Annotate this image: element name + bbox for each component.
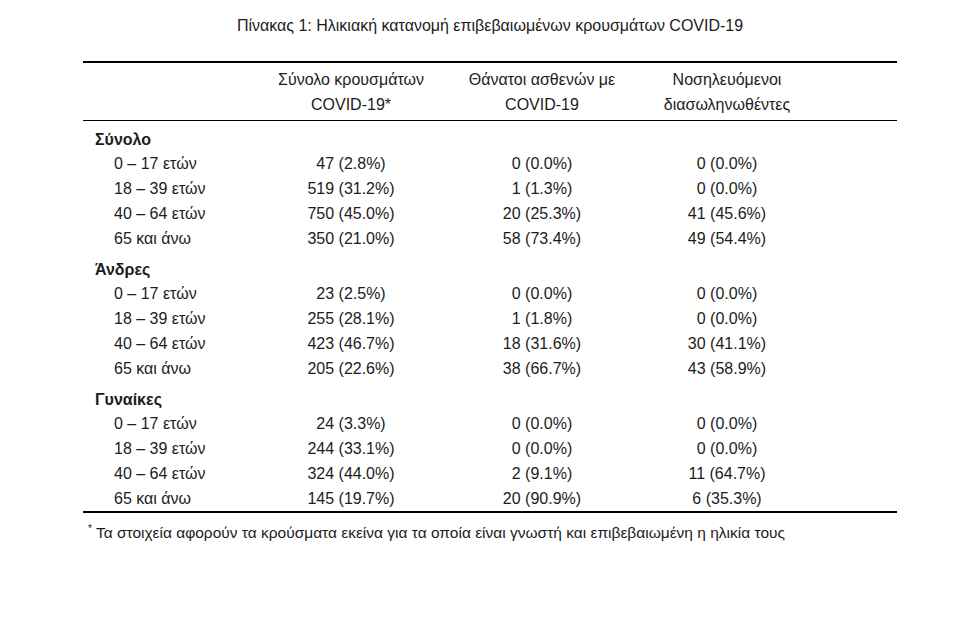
cell-deaths: 0 (0.0%) [447, 436, 637, 461]
row-label: 65 και άνω [83, 356, 255, 381]
cell-intubated: 0 (0.0%) [637, 151, 817, 176]
row-label: 18 – 39 ετών [83, 436, 255, 461]
header-total-cases-line2: COVID-19* [311, 96, 391, 113]
header-total-cases: Σύνολο κρουσμάτων COVID-19* [255, 62, 447, 121]
header-intubated: Νοσηλευόμενοι διασωληνωθέντες [637, 62, 817, 121]
cell-intubated: 0 (0.0%) [637, 306, 817, 331]
group-row-total: Σύνολο [83, 121, 897, 152]
cell-intubated: 43 (58.9%) [637, 356, 817, 381]
row-label: 0 – 17 ετών [83, 151, 255, 176]
cell-deaths: 20 (90.9%) [447, 486, 637, 512]
footnote-text: Τα στοιχεία αφορούν τα κρούσματα εκείνα … [96, 524, 785, 541]
row-label: 40 – 64 ετών [83, 331, 255, 356]
table-row: 0 – 17 ετών 47 (2.8%) 0 (0.0%) 0 (0.0%) [83, 151, 897, 176]
cell-total-cases: 145 (19.7%) [255, 486, 447, 512]
group-label-men: Άνδρες [83, 251, 897, 281]
table-row: 65 και άνω 145 (19.7%) 20 (90.9%) 6 (35.… [83, 486, 897, 512]
table-container: Σύνολο κρουσμάτων COVID-19* Θάνατοι ασθε… [83, 61, 897, 544]
cell-total-cases: 519 (31.2%) [255, 176, 447, 201]
row-label: 40 – 64 ετών [83, 201, 255, 226]
table-caption: Πίνακας 1: Ηλικιακή κατανομή επιβεβαιωμέ… [83, 13, 897, 39]
cell-deaths: 0 (0.0%) [447, 281, 637, 306]
cell-deaths: 1 (1.8%) [447, 306, 637, 331]
cell-intubated: 30 (41.1%) [637, 331, 817, 356]
spacer-cell [817, 281, 897, 306]
cell-total-cases: 423 (46.7%) [255, 331, 447, 356]
table-footnote: * Τα στοιχεία αφορούν τα κρούσματα εκείνα… [83, 513, 897, 544]
cell-intubated: 6 (35.3%) [637, 486, 817, 512]
cell-deaths: 1 (1.3%) [447, 176, 637, 201]
cell-intubated: 0 (0.0%) [637, 436, 817, 461]
header-row: Σύνολο κρουσμάτων COVID-19* Θάνατοι ασθε… [83, 62, 897, 121]
header-empty-cell [83, 62, 255, 121]
cell-deaths: 58 (73.4%) [447, 226, 637, 251]
spacer-cell [817, 486, 897, 512]
cell-total-cases: 350 (21.0%) [255, 226, 447, 251]
cell-intubated: 49 (54.4%) [637, 226, 817, 251]
spacer-cell [817, 201, 897, 226]
cell-deaths: 20 (25.3%) [447, 201, 637, 226]
cell-intubated: 0 (0.0%) [637, 411, 817, 436]
cell-total-cases: 205 (22.6%) [255, 356, 447, 381]
table-row: 0 – 17 ετών 24 (3.3%) 0 (0.0%) 0 (0.0%) [83, 411, 897, 436]
row-label: 40 – 64 ετών [83, 461, 255, 486]
group-label-women: Γυναίκες [83, 381, 897, 411]
row-label: 0 – 17 ετών [83, 411, 255, 436]
table-row: 40 – 64 ετών 750 (45.0%) 20 (25.3%) 41 (… [83, 201, 897, 226]
cell-total-cases: 47 (2.8%) [255, 151, 447, 176]
table-row: 18 – 39 ετών 244 (33.1%) 0 (0.0%) 0 (0.0… [83, 436, 897, 461]
header-total-cases-line1: Σύνολο κρουσμάτων [278, 71, 424, 88]
cell-deaths: 0 (0.0%) [447, 411, 637, 436]
cell-deaths: 0 (0.0%) [447, 151, 637, 176]
header-deaths: Θάνατοι ασθενών με COVID-19 [447, 62, 637, 121]
group-row-men: Άνδρες [83, 251, 897, 281]
header-intubated-line1: Νοσηλευόμενοι [673, 71, 782, 88]
row-label: 18 – 39 ετών [83, 306, 255, 331]
cell-total-cases: 324 (44.0%) [255, 461, 447, 486]
spacer-cell [817, 226, 897, 251]
spacer-cell [817, 331, 897, 356]
table-row: 40 – 64 ετών 324 (44.0%) 2 (9.1%) 11 (64… [83, 461, 897, 486]
cell-intubated: 11 (64.7%) [637, 461, 817, 486]
spacer-cell [817, 356, 897, 381]
spacer-cell [817, 151, 897, 176]
cell-intubated: 0 (0.0%) [637, 176, 817, 201]
spacer-cell [817, 411, 897, 436]
footnote-asterisk-marker: * [88, 523, 92, 534]
table-row: 18 – 39 ετών 255 (28.1%) 1 (1.8%) 0 (0.0… [83, 306, 897, 331]
table-row: 65 και άνω 350 (21.0%) 58 (73.4%) 49 (54… [83, 226, 897, 251]
table-row: 18 – 39 ετών 519 (31.2%) 1 (1.3%) 0 (0.0… [83, 176, 897, 201]
spacer-cell [817, 461, 897, 486]
table-row: 0 – 17 ετών 23 (2.5%) 0 (0.0%) 0 (0.0%) [83, 281, 897, 306]
cell-total-cases: 23 (2.5%) [255, 281, 447, 306]
cell-total-cases: 255 (28.1%) [255, 306, 447, 331]
row-label: 0 – 17 ετών [83, 281, 255, 306]
cell-total-cases: 24 (3.3%) [255, 411, 447, 436]
spacer-cell [817, 436, 897, 461]
cell-total-cases: 750 (45.0%) [255, 201, 447, 226]
cell-total-cases: 244 (33.1%) [255, 436, 447, 461]
cell-deaths: 18 (31.6%) [447, 331, 637, 356]
group-label-total: Σύνολο [83, 121, 897, 152]
cell-deaths: 38 (66.7%) [447, 356, 637, 381]
header-deaths-line2: COVID-19 [505, 96, 579, 113]
spacer-cell [817, 176, 897, 201]
covid-age-distribution-table: Σύνολο κρουσμάτων COVID-19* Θάνατοι ασθε… [83, 61, 897, 513]
row-label: 18 – 39 ετών [83, 176, 255, 201]
row-label: 65 και άνω [83, 226, 255, 251]
cell-intubated: 41 (45.6%) [637, 201, 817, 226]
group-row-women: Γυναίκες [83, 381, 897, 411]
header-deaths-line1: Θάνατοι ασθενών με [469, 71, 615, 88]
header-intubated-line2: διασωληνωθέντες [664, 96, 790, 113]
table-row: 40 – 64 ετών 423 (46.7%) 18 (31.6%) 30 (… [83, 331, 897, 356]
cell-deaths: 2 (9.1%) [447, 461, 637, 486]
table-row: 65 και άνω 205 (22.6%) 38 (66.7%) 43 (58… [83, 356, 897, 381]
spacer-cell [817, 306, 897, 331]
header-spacer-cell [817, 62, 897, 121]
row-label: 65 και άνω [83, 486, 255, 512]
cell-intubated: 0 (0.0%) [637, 281, 817, 306]
